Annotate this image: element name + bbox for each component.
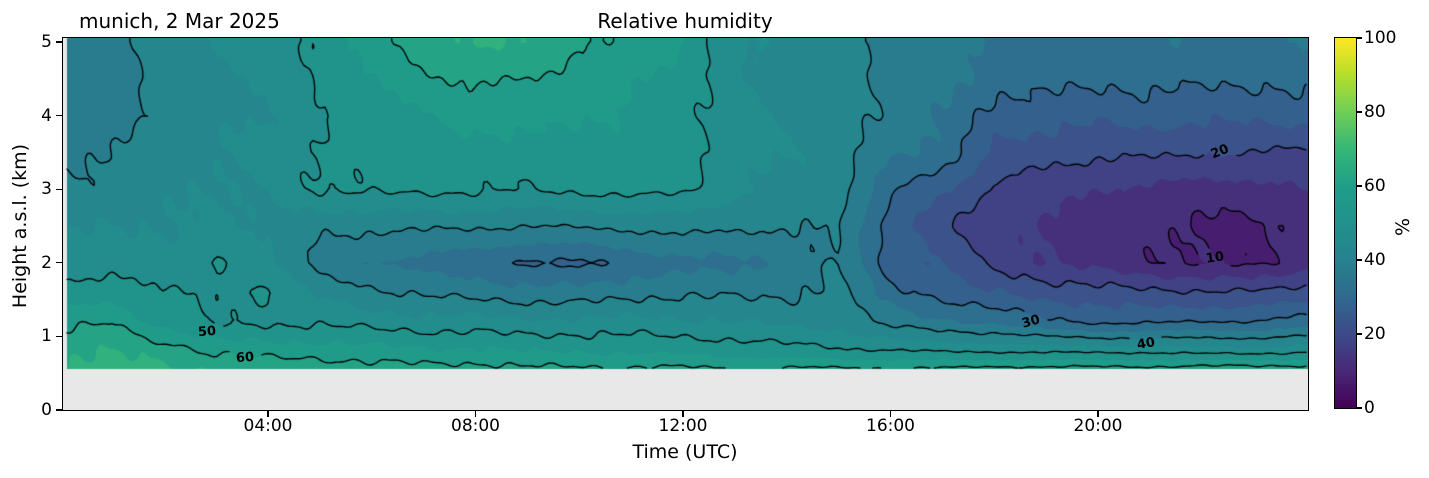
plot-subtitle: munich, 2 Mar 2025 [79, 9, 280, 33]
y-tick-mark [56, 335, 62, 338]
x-tick-label: 20:00 [1073, 416, 1123, 436]
colorbar-unit-label: % [1392, 217, 1414, 237]
y-tick-label: 2 [41, 252, 52, 273]
colorbar-tick-mark [1357, 333, 1362, 335]
x-tick-mark [682, 411, 684, 417]
y-tick-label: 3 [41, 179, 52, 200]
x-tick-label: 12:00 [658, 416, 708, 436]
y-tick-mark [56, 114, 62, 117]
humidity-contour-canvas [63, 38, 1308, 410]
colorbar-tick-mark [1357, 259, 1362, 261]
colorbar-tick-label: 0 [1364, 398, 1375, 418]
x-tick-mark [889, 411, 892, 417]
colorbar-gradient [1335, 38, 1356, 408]
colorbar-tick-mark [1357, 37, 1362, 39]
colorbar-tick-mark [1357, 185, 1362, 187]
colorbar-tick-label: 100 [1364, 28, 1397, 48]
y-tick-mark [56, 262, 62, 264]
x-tick-mark [1097, 411, 1099, 417]
plot-title: Relative humidity [597, 9, 773, 33]
y-tick-label: 0 [41, 400, 52, 420]
y-tick-mark [56, 41, 62, 43]
y-tick-label: 5 [41, 32, 52, 52]
x-tick-label: 08:00 [451, 416, 500, 436]
x-tick-label: 16:00 [866, 416, 915, 436]
y-axis-label: Height a.s.l. (km) [9, 143, 31, 309]
x-tick-mark [267, 411, 269, 417]
y-tick-label: 4 [41, 105, 52, 126]
colorbar-tick-label: 20 [1364, 324, 1386, 344]
colorbar-tick-mark [1357, 407, 1362, 409]
x-tick-mark [474, 411, 477, 417]
colorbar-tick-mark [1357, 111, 1362, 113]
colorbar-tick-label: 40 [1364, 250, 1386, 270]
x-axis-label: Time (UTC) [632, 441, 738, 463]
y-tick-label: 1 [41, 326, 52, 347]
colorbar-tick-label: 60 [1364, 176, 1386, 196]
y-tick-mark [56, 188, 62, 190]
x-tick-label: 04:00 [243, 416, 293, 436]
y-tick-mark [56, 409, 62, 411]
colorbar-tick-label: 80 [1364, 102, 1386, 122]
